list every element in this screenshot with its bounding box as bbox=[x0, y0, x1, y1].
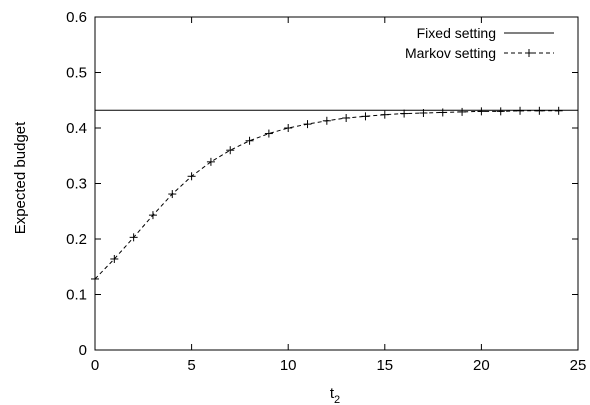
data-point bbox=[361, 112, 370, 121]
data-point bbox=[380, 110, 389, 119]
axis-ticks bbox=[94, 16, 579, 351]
y-tick-label: 0.4 bbox=[66, 120, 87, 137]
y-tick-label: 0.5 bbox=[66, 65, 87, 82]
data-point bbox=[168, 190, 177, 199]
x-tick-label: 5 bbox=[187, 357, 195, 374]
plot-area bbox=[91, 106, 578, 283]
tick-labels: 0 5 10 15 20 25 0 0.1 0.2 0.3 0.4 0.5 0.6 bbox=[66, 9, 586, 374]
x-tick-label: 20 bbox=[473, 357, 490, 374]
x-tick-label: 0 bbox=[91, 357, 99, 374]
data-point bbox=[458, 107, 467, 116]
data-point bbox=[554, 106, 563, 115]
data-point bbox=[264, 129, 273, 138]
data-point bbox=[226, 146, 235, 155]
legend-marker bbox=[525, 49, 533, 57]
data-point bbox=[245, 136, 254, 145]
y-tick-label: 0.6 bbox=[66, 9, 87, 26]
data-point bbox=[303, 120, 312, 129]
data-point bbox=[477, 107, 486, 116]
data-point bbox=[206, 157, 215, 166]
x-tick-label: 10 bbox=[280, 357, 297, 374]
plot-frame bbox=[94, 16, 579, 351]
legend-label: Markov setting bbox=[405, 45, 496, 61]
data-point bbox=[535, 106, 544, 115]
data-point bbox=[284, 124, 293, 132]
x-axis-title: t2 bbox=[330, 385, 340, 405]
data-point bbox=[400, 109, 409, 118]
y-tick-label: 0 bbox=[79, 342, 87, 359]
y-tick-label: 0.3 bbox=[66, 176, 87, 193]
data-point bbox=[496, 107, 505, 116]
legend: Fixed setting Markov setting bbox=[405, 25, 554, 61]
data-point bbox=[187, 172, 196, 181]
x-tick-label: 15 bbox=[376, 357, 393, 374]
legend-label: Fixed setting bbox=[417, 25, 496, 41]
y-tick-label: 0.1 bbox=[66, 287, 87, 304]
data-point bbox=[438, 108, 447, 117]
data-point bbox=[419, 109, 428, 118]
data-point bbox=[129, 233, 138, 242]
y-axis-title: Expected budget bbox=[12, 121, 29, 234]
data-point bbox=[322, 116, 331, 125]
series-line-2 bbox=[94, 110, 559, 280]
data-point bbox=[148, 211, 157, 220]
x-tick-label: 25 bbox=[570, 357, 587, 374]
data-point bbox=[110, 254, 119, 263]
data-point bbox=[516, 106, 525, 115]
x-axis-title-main: t bbox=[330, 385, 335, 402]
data-point bbox=[342, 114, 351, 123]
y-tick-label: 0.2 bbox=[66, 231, 87, 248]
x-axis-title-subscript: 2 bbox=[334, 394, 340, 405]
